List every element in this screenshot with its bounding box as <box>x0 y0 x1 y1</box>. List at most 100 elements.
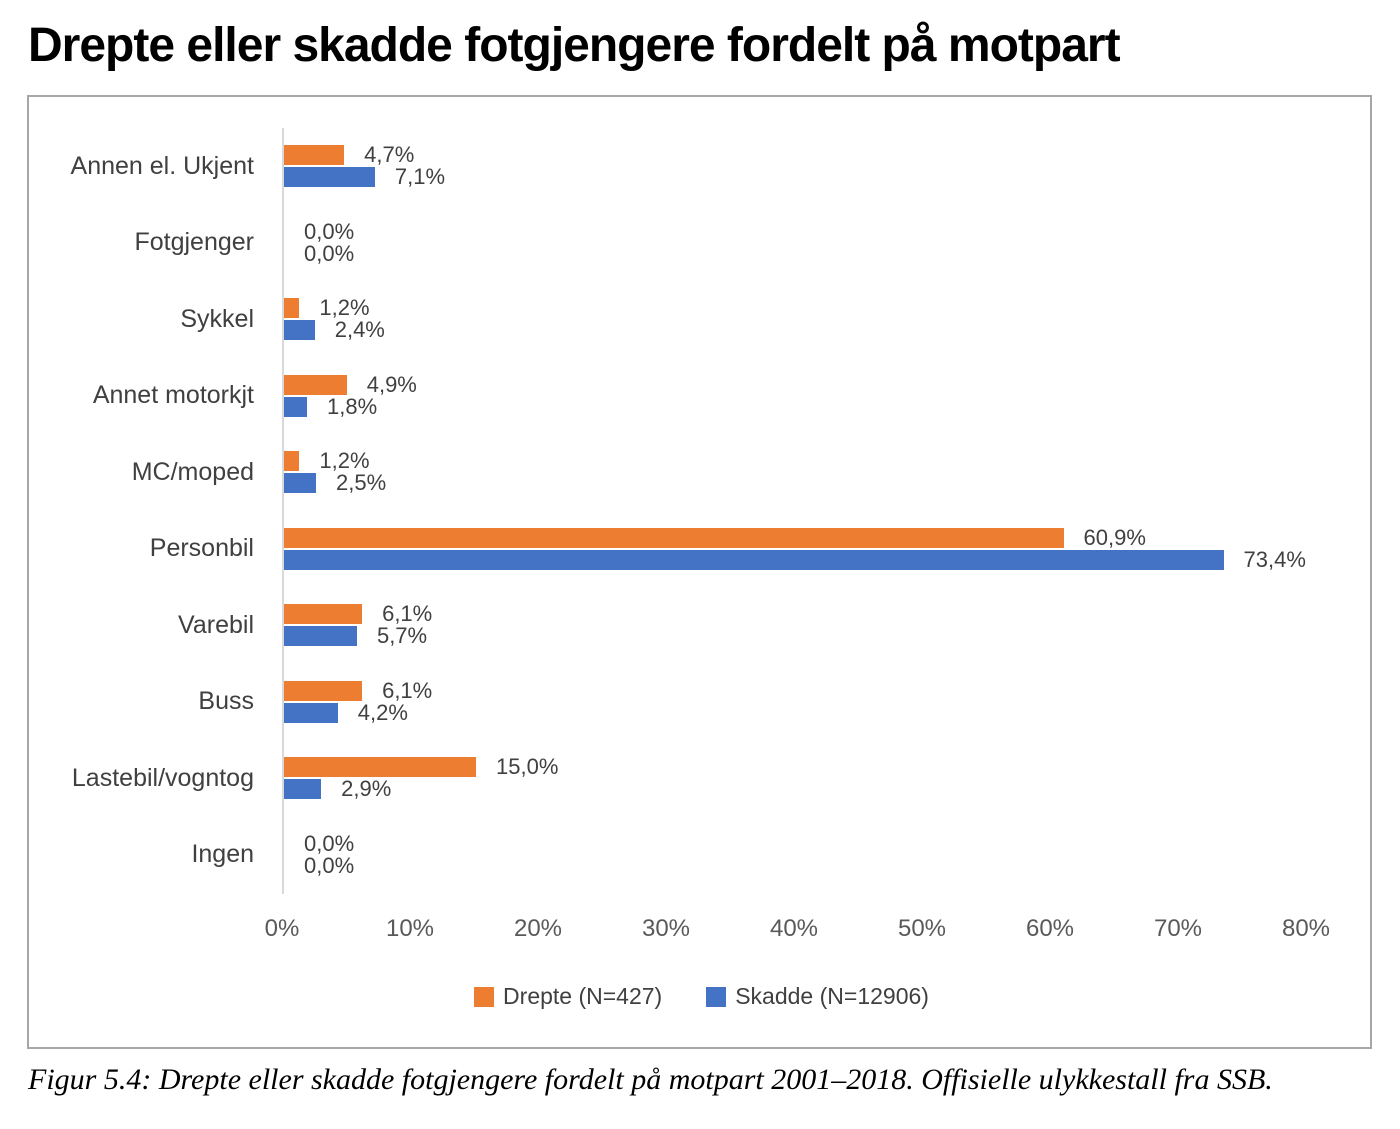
value-label: 7,1% <box>394 164 446 190</box>
bar-line: 5,7% <box>284 623 1339 649</box>
bar-pair: 0,0% 0,0% <box>282 830 1339 878</box>
bar-line: 4,2% <box>284 699 1339 725</box>
legend-label: Skadde (N=12906) <box>735 983 929 1009</box>
chart-row: MC/moped 1,2% 2,5% <box>29 434 1339 511</box>
chart-row: Annen el. Ukjent 4,7% 7,1% <box>29 128 1339 205</box>
value-label: 0,0% <box>304 240 355 266</box>
value-label: 4,9% <box>366 371 417 397</box>
bar-line: 1,2% <box>284 448 1339 474</box>
bar-pair: 4,9% 1,8% <box>282 371 1339 419</box>
skadde-bar <box>284 396 308 417</box>
category-label: Varebil <box>178 610 254 639</box>
x-tick-label: 50% <box>897 915 947 942</box>
chart-container: Annen el. Ukjent 4,7% 7,1% Fotgjenger 0,0% 0,… <box>27 95 1372 1049</box>
skadde-legend-swatch <box>706 986 727 1007</box>
bar-line: 2,5% <box>284 470 1339 496</box>
x-tick-label: 0% <box>264 915 300 942</box>
value-label: 0,0% <box>304 218 355 244</box>
chart-row: Fotgjenger 0,0% 0,0% <box>29 205 1339 282</box>
chart-row: Personbil 60,9% 73,4% <box>29 511 1339 588</box>
plot-area: Annen el. Ukjent 4,7% 7,1% Fotgjenger 0,0% 0,… <box>29 128 1339 894</box>
bar-line: 2,9% <box>284 776 1339 801</box>
x-tick-label: 70% <box>1153 915 1203 942</box>
chart-row: Lastebil/vogntog 15,0% 2,9% <box>29 740 1339 817</box>
skadde-bar <box>284 702 338 723</box>
legend-item: Skadde (N=12906) <box>706 983 929 1010</box>
bar-line: 0,0% <box>284 218 1339 244</box>
bar-pair: 60,9% 73,4% <box>282 524 1339 572</box>
skadde-bar <box>284 320 315 341</box>
x-tick-label: 40% <box>769 915 819 942</box>
bar-line: 1,8% <box>284 393 1339 419</box>
value-label: 2,5% <box>336 470 387 496</box>
value-label: 6,1% <box>382 601 433 627</box>
value-label: 15,0% <box>496 754 559 780</box>
bar-line: 0,0% <box>284 240 1339 266</box>
value-label: 5,7% <box>376 623 428 649</box>
x-tick-label: 60% <box>1025 915 1075 942</box>
category-label: MC/moped <box>131 457 254 486</box>
drepte-bar <box>284 604 363 625</box>
bar-line: 73,4% <box>284 546 1339 572</box>
legend-label: Drepte (N=427) <box>503 983 663 1009</box>
value-label: 2,4% <box>334 317 385 343</box>
skadde-bar <box>284 167 375 188</box>
bar-pair: 0,0% 0,0% <box>282 218 1339 266</box>
bar-line: 6,1% <box>284 677 1339 703</box>
category-label: Sykkel <box>180 304 254 333</box>
x-tick-label: 80% <box>1281 915 1331 942</box>
bar-line: 1,2% <box>284 295 1339 321</box>
value-label: 60,9% <box>1083 524 1146 550</box>
drepte-bar <box>284 680 363 701</box>
chart-rows: Annen el. Ukjent 4,7% 7,1% Fotgjenger 0,0% 0,… <box>29 128 1339 893</box>
bar-line: 15,0% <box>284 754 1339 780</box>
category-label: Personbil <box>149 534 254 563</box>
chart-row: Varebil 6,1% 5,7% <box>29 587 1339 664</box>
bar-pair: 4,7% 7,1% <box>282 142 1339 190</box>
category-label: Ingen <box>191 840 254 869</box>
value-label: 4,2% <box>357 699 408 725</box>
category-label: Annet motorkjt <box>92 381 254 410</box>
bar-line: 4,9% <box>284 371 1339 397</box>
bar-pair: 15,0% 2,9% <box>282 754 1339 801</box>
value-label: 0,0% <box>304 852 355 878</box>
value-label: 6,1% <box>382 677 433 703</box>
skadde-bar <box>284 779 322 800</box>
chart-row: Sykkel 1,2% 2,4% <box>29 281 1339 358</box>
bar-pair: 1,2% 2,5% <box>282 448 1339 496</box>
bar-line: 7,1% <box>284 164 1339 190</box>
figure-caption: Figur 5.4: Drepte eller skadde fotgjenge… <box>28 1063 1273 1096</box>
y-axis-line <box>282 128 284 894</box>
drepte-bar <box>284 757 476 778</box>
bar-line: 60,9% <box>284 524 1339 550</box>
category-label: Annen el. Ukjent <box>70 151 254 180</box>
legend: Drepte (N=427) Skadde (N=12906) <box>29 983 1374 1010</box>
value-label: 4,7% <box>364 142 415 168</box>
skadde-bar <box>284 549 1224 570</box>
bar-pair: 6,1% 4,2% <box>282 677 1339 725</box>
x-tick-label: 20% <box>513 915 563 942</box>
drepte-bar <box>284 451 300 472</box>
legend-item: Drepte (N=427) <box>474 983 662 1010</box>
skadde-bar <box>284 473 316 494</box>
drepte-bar <box>284 145 345 166</box>
drepte-bar <box>284 374 347 395</box>
value-label: 73,4% <box>1243 546 1306 572</box>
skadde-bar <box>284 626 357 647</box>
chart-row: Buss 6,1% 4,2% <box>29 664 1339 741</box>
bar-pair: 1,2% 2,4% <box>282 295 1339 343</box>
value-label: 1,8% <box>327 393 378 419</box>
bar-pair: 6,1% 5,7% <box>282 601 1339 649</box>
value-label: 1,2% <box>319 295 370 321</box>
bar-line: 4,7% <box>284 142 1339 168</box>
value-label: 1,2% <box>319 448 370 474</box>
category-label: Lastebil/vogntog <box>71 763 254 792</box>
page-title: Drepte eller skadde fotgjengere fordelt … <box>28 19 1121 72</box>
category-label: Fotgjenger <box>134 228 254 257</box>
value-label: 0,0% <box>304 830 355 856</box>
bar-line: 6,1% <box>284 601 1339 627</box>
bar-line: 0,0% <box>284 830 1339 856</box>
chart-row: Annet motorkjt 4,9% 1,8% <box>29 358 1339 435</box>
drepte-legend-swatch <box>474 986 495 1007</box>
